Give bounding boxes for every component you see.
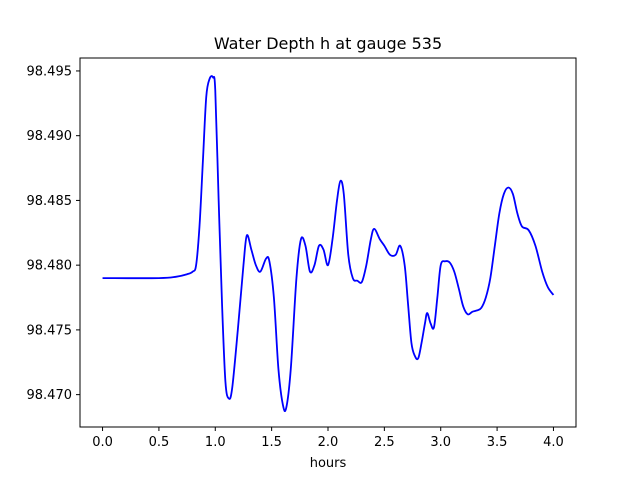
x-tick-label: 0.5 <box>149 435 170 450</box>
y-tick-label: 98.475 <box>27 323 73 338</box>
y-tick-label: 98.480 <box>27 259 73 274</box>
y-tick-label: 98.495 <box>27 64 73 79</box>
x-tick-label: 3.0 <box>430 435 451 450</box>
x-tick-label: 2.0 <box>318 435 339 450</box>
x-tick-label: 0.0 <box>92 435 113 450</box>
y-tick-label: 98.490 <box>27 129 73 144</box>
x-tick-label: 2.5 <box>374 435 395 450</box>
y-axis: 98.470 98.475 98.480 98.485 98.490 98.495 <box>27 64 80 403</box>
x-axis: 0.0 0.5 1.0 1.5 2.0 2.5 3.0 3.5 4.0 <box>92 427 564 450</box>
x-tick-label: 1.5 <box>261 435 282 450</box>
series-line <box>102 75 555 413</box>
x-axis-label: hours <box>310 456 347 471</box>
y-tick-label: 98.470 <box>27 388 73 403</box>
y-tick-label: 98.485 <box>27 194 73 209</box>
x-tick-label: 1.0 <box>205 435 226 450</box>
x-tick-label: 4.0 <box>543 435 564 450</box>
chart-title: Water Depth h at gauge 535 <box>214 34 442 53</box>
x-tick-label: 3.5 <box>487 435 508 450</box>
